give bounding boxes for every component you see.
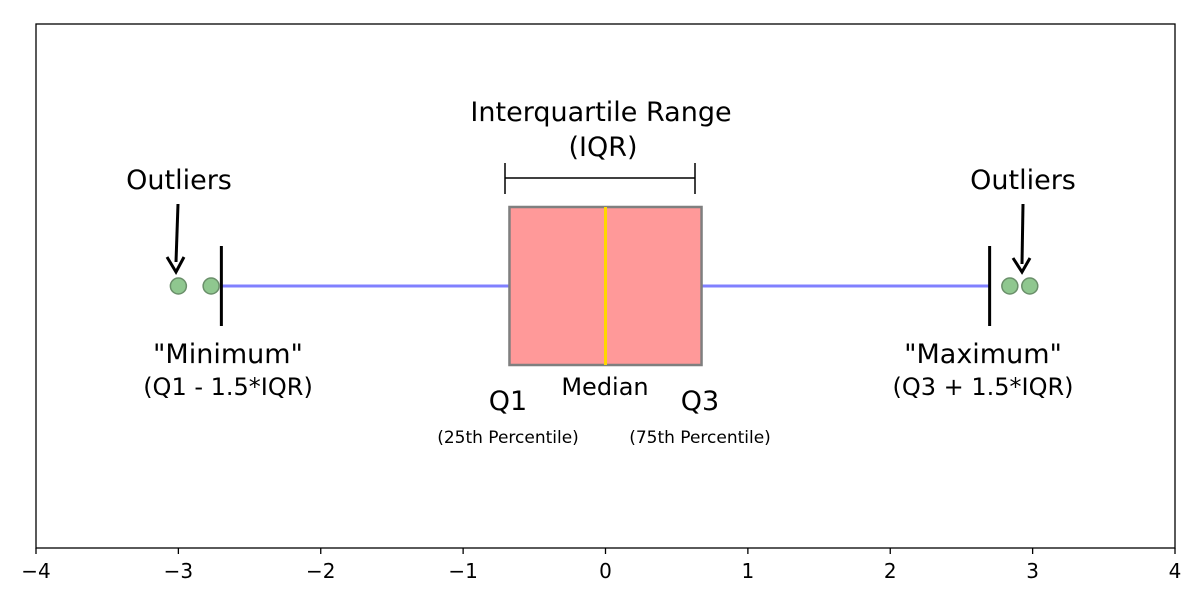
x-tick-label: 0	[599, 559, 612, 583]
x-tick-label: −3	[164, 559, 193, 583]
maximum-formula: (Q3 + 1.5*IQR)	[892, 373, 1073, 401]
iqr-bracket	[504, 163, 696, 194]
data-layer	[169, 205, 1039, 367]
outliers-label-right: Outliers	[970, 165, 1076, 196]
q1-sub-label: (25th Percentile)	[437, 428, 579, 448]
iqr-label-line1: Interquartile Range	[470, 97, 731, 128]
outlier-arrow-right	[1011, 203, 1032, 275]
outlier-arrow-left	[165, 203, 186, 276]
outliers-label-left: Outliers	[126, 165, 232, 196]
minimum-formula: (Q1 - 1.5*IQR)	[143, 373, 313, 401]
q3-label: Q3	[681, 386, 719, 417]
x-axis-ticks: −4 −3 −2 −1 0 1 2 3 4	[21, 548, 1181, 583]
outlier-point-3	[1001, 277, 1019, 295]
q3-sub-label: (75th Percentile)	[629, 428, 771, 448]
x-tick-label: −4	[21, 559, 50, 583]
x-tick-label: 2	[884, 559, 897, 583]
x-tick-label: −2	[306, 559, 335, 583]
median-label: Median	[561, 373, 648, 401]
x-tick-label: −1	[448, 559, 477, 583]
iqr-label-line2: (IQR)	[568, 132, 637, 163]
x-tick-label: 4	[1169, 559, 1182, 583]
outlier-point-4	[1021, 277, 1039, 295]
q1-label: Q1	[489, 386, 527, 417]
outlier-point-1	[169, 277, 188, 295]
x-tick-label: 1	[742, 559, 755, 583]
minimum-label: "Minimum"	[153, 339, 303, 370]
outlier-point-2	[202, 277, 220, 295]
x-tick-label: 3	[1026, 559, 1039, 583]
maximum-label: "Maximum"	[904, 339, 1062, 370]
